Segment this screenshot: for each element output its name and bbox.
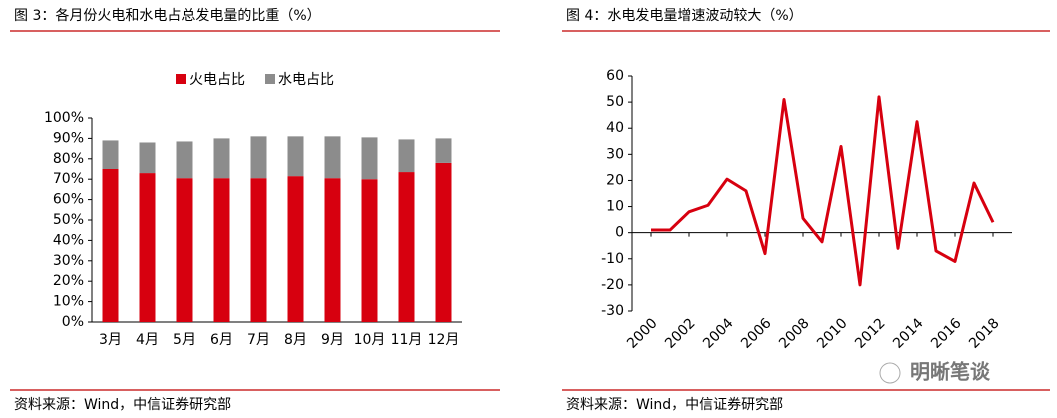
x-tick-label: 10月	[354, 332, 386, 348]
source: 资料来源：Wind，中信证券研究部	[14, 397, 231, 413]
y-tick-label: -20	[601, 277, 624, 293]
legend-swatch	[176, 74, 186, 84]
x-tick-label: 12月	[428, 332, 460, 348]
x-tick-label: 2016	[928, 315, 965, 352]
watermark: 明晰笔谈	[910, 360, 991, 384]
x-tick-label: 3月	[99, 332, 122, 348]
y-tick-label: 40%	[53, 232, 84, 248]
x-tick-label: 8月	[284, 332, 307, 348]
line	[651, 95, 995, 287]
bar-segment	[213, 138, 230, 179]
y-tick-label: 20	[606, 172, 624, 188]
y-tick-label: 80%	[53, 151, 84, 167]
y-tick-label: 100%	[44, 110, 84, 126]
x-tick-label: 11月	[391, 332, 423, 348]
y-tick-label: 60	[606, 68, 624, 84]
bar-segment	[102, 140, 119, 169]
bar-segment	[287, 176, 304, 322]
legend-label: 水电占比	[278, 72, 334, 88]
y-tick-label: 10	[606, 199, 624, 215]
bar-segment	[398, 139, 415, 173]
y-tick-label: 50%	[53, 212, 84, 228]
legend-swatch	[265, 74, 275, 84]
x-tick-label: 2014	[890, 315, 927, 352]
x-tick-label: 5月	[173, 332, 196, 348]
bar-segment	[435, 138, 452, 163]
x-tick-label: 2002	[662, 315, 699, 352]
y-tick-label: 20%	[53, 273, 84, 289]
bar-segment	[361, 179, 378, 322]
x-tick-label: 7月	[247, 332, 270, 348]
watermark-icon	[879, 362, 901, 384]
bar-segment	[139, 142, 156, 174]
source: 资料来源：Wind，中信证券研究部	[566, 397, 783, 413]
x-tick-label: 2004	[700, 315, 737, 352]
y-tick-label: 70%	[53, 171, 84, 187]
x-tick-label: 2012	[852, 315, 889, 352]
y-tick-label: 0	[615, 225, 624, 241]
y-tick-label: 10%	[53, 294, 84, 310]
bar-segment	[324, 178, 341, 322]
bar-segment	[435, 162, 452, 322]
bar-segment	[398, 172, 415, 322]
legend-label: 火电占比	[189, 72, 245, 88]
y-tick-label: 30%	[53, 253, 84, 269]
bar-segment	[250, 136, 267, 179]
figure-title: 图 4：水电发电量增速波动较大（%）	[566, 8, 803, 24]
y-tick-label: -10	[601, 251, 624, 267]
y-tick-label: 30	[606, 146, 624, 162]
y-tick-label: 60%	[53, 192, 84, 208]
x-tick-label: 2008	[776, 315, 813, 352]
bar-segment	[176, 178, 193, 322]
bar-segment	[213, 178, 230, 322]
bar-segment	[324, 136, 341, 179]
y-tick-label: -30	[601, 303, 624, 319]
x-tick-label: 6月	[210, 332, 233, 348]
x-tick-label: 2006	[738, 315, 775, 352]
y-tick-label: 0%	[62, 314, 84, 330]
bar-segment	[361, 137, 378, 180]
bar-segment	[102, 169, 119, 322]
bar-segment	[139, 173, 156, 322]
x-tick-label: 2018	[966, 315, 1003, 352]
x-tick-label: 2010	[814, 315, 851, 352]
bar-segment	[176, 141, 193, 179]
y-tick-label: 90%	[53, 130, 84, 146]
y-tick-label: 40	[606, 120, 624, 136]
x-tick-label: 2000	[624, 315, 661, 352]
bar-segment	[250, 178, 267, 322]
x-tick-label: 4月	[136, 332, 159, 348]
y-tick-label: 50	[606, 94, 624, 110]
figure-title: 图 3：各月份火电和水电占总发电量的比重（%）	[14, 8, 321, 24]
bar-segment	[287, 136, 304, 177]
x-tick-label: 9月	[321, 332, 344, 348]
